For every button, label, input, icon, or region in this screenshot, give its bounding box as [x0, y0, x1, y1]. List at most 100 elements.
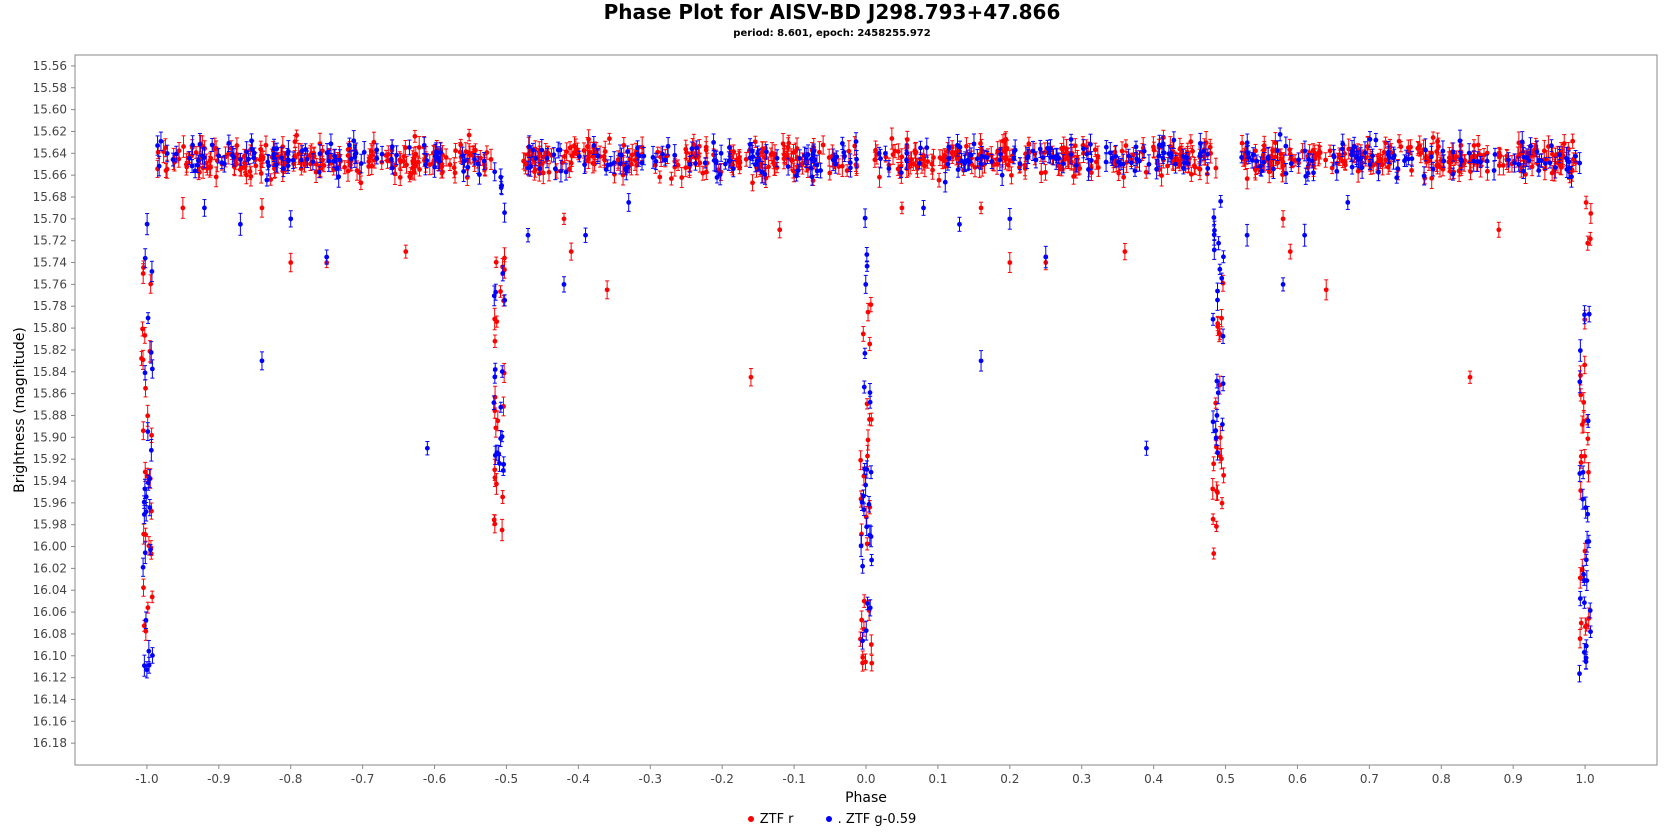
- ztf-r-point: [1417, 135, 1423, 157]
- ztf-r-point: [1005, 158, 1011, 172]
- ztf-r-point: [1429, 167, 1435, 189]
- ztf-r-point: [248, 166, 254, 187]
- ztf-r-point: [451, 157, 457, 179]
- y-tick-label: 15.86: [33, 387, 67, 401]
- x-axis-title: Phase: [845, 790, 887, 806]
- ztf-r-point: [176, 150, 182, 168]
- y-tick-label: 15.90: [33, 430, 67, 444]
- y-tick-label: 16.16: [33, 714, 67, 728]
- ztf-r-point: [1437, 156, 1443, 178]
- ztf-r-point: [1096, 158, 1101, 177]
- y-axis-title: Brightness (magnitude): [12, 327, 28, 493]
- ztf-r-point: [936, 172, 942, 188]
- x-tick-label: -0.6: [423, 772, 446, 786]
- y-tick-label: 16.02: [33, 561, 67, 575]
- x-tick-label: 0.9: [1504, 772, 1523, 786]
- ztf-r-point: [181, 135, 186, 158]
- ztf-r-point: [942, 152, 948, 169]
- ztf-r-point: [889, 127, 895, 150]
- ztf-r-point: [1496, 146, 1502, 159]
- ztf-r-point: [1383, 136, 1389, 149]
- ztf-r-point: [937, 149, 943, 167]
- ztf-r-point: [772, 144, 778, 164]
- ztf-r-point: [1038, 162, 1044, 183]
- ztf-r-point: [398, 152, 403, 171]
- ztf-r-point: [1316, 145, 1322, 158]
- ztf-r-point: [781, 146, 787, 163]
- ztf-r-point: [321, 158, 327, 173]
- y-tick-label: 15.56: [33, 59, 67, 73]
- ztf-r-point: [457, 142, 463, 163]
- ztf-r-point: [1239, 134, 1245, 152]
- ztf-r-point: [417, 162, 422, 177]
- ztf-r-point: [447, 158, 453, 171]
- ztf-r-point: [820, 135, 826, 155]
- x-tick-label: 0.2: [1000, 772, 1019, 786]
- ztf-r-point: [1454, 150, 1459, 164]
- y-tick-label: 15.80: [33, 321, 67, 335]
- y-tick-label: 15.92: [33, 452, 67, 466]
- ztf-r-point: [1365, 135, 1371, 158]
- y-tick-label: 15.84: [33, 365, 67, 379]
- ztf-r-point: [1529, 157, 1535, 177]
- ztf-r-point: [675, 159, 681, 171]
- legend-label-ztf-r: ZTF r: [760, 812, 794, 827]
- x-tick-label: 0.0: [856, 772, 875, 786]
- legend-item-ztf-g: . ZTF g-0.59: [825, 812, 917, 827]
- x-tick-label: -1.0: [135, 772, 158, 786]
- ztf-r-point: [1190, 145, 1195, 158]
- ztf-r-point: [766, 156, 771, 178]
- y-tick-label: 15.72: [33, 234, 67, 248]
- ztf-r-point: [1203, 131, 1209, 154]
- x-tick-label: -0.2: [710, 772, 733, 786]
- ztf-r-point: [268, 173, 274, 186]
- x-tick-label: -0.5: [495, 772, 518, 786]
- ztf-r-point: [791, 159, 797, 183]
- ztf-r-point: [793, 142, 798, 161]
- y-tick-label: 15.70: [33, 212, 67, 226]
- ztf-r-point: [621, 137, 627, 154]
- y-tick-label: 15.64: [33, 146, 67, 160]
- ztf-r-point: [410, 153, 416, 174]
- y-tick-label: 15.58: [33, 81, 67, 95]
- x-tick-label: 0.4: [1144, 772, 1163, 786]
- x-tick-label: 0.8: [1432, 772, 1451, 786]
- ztf-r-point: [488, 148, 494, 170]
- ztf-r-point: [412, 129, 418, 143]
- y-tick-label: 16.14: [33, 692, 67, 706]
- y-axis: 15.56 15.58 15.60 15.62 15.64 15.66 15.68 15.70…: [33, 59, 75, 750]
- ztf-r-point: [1380, 154, 1385, 176]
- legend-label-ztf-g: . ZTF g-0.59: [838, 812, 917, 827]
- ztf-r-point: [1340, 154, 1346, 169]
- y-tick-label: 15.76: [33, 277, 67, 291]
- ztf-r-point: [1159, 164, 1164, 187]
- ztf-r-point: [234, 137, 240, 154]
- ztf-r-point: [668, 171, 674, 186]
- ztf-r-point: [657, 170, 663, 184]
- y-tick-label: 15.74: [33, 256, 67, 270]
- legend-item-ztf-r: ZTF r: [747, 812, 794, 827]
- ztf-r-point: [296, 142, 302, 165]
- ztf-r-point: [1278, 148, 1284, 170]
- ztf-r-point: [366, 156, 372, 176]
- ztf-r-point: [258, 140, 264, 159]
- y-tick-label: 16.12: [33, 671, 67, 685]
- ztf-r-point: [877, 166, 882, 188]
- ztf-r-point: [280, 136, 286, 158]
- ztf-r-point: [786, 134, 792, 152]
- y-tick-label: 16.08: [33, 627, 67, 641]
- ztf-r-point: [750, 174, 755, 192]
- y-tick-label: 16.18: [33, 736, 67, 750]
- data-points: [139, 127, 1594, 683]
- ztf-r-point: [1398, 141, 1404, 153]
- ztf-r-point: [404, 155, 409, 174]
- ztf-r-point: [1434, 141, 1440, 162]
- y-tick-label: 15.78: [33, 299, 67, 313]
- ztf-r-point: [679, 167, 685, 189]
- ztf-r-point: [213, 166, 219, 188]
- ztf-r-point: [1123, 139, 1129, 152]
- y-tick-label: 15.94: [33, 474, 67, 488]
- y-tick-label: 15.96: [33, 496, 67, 510]
- ztf-r-point: [590, 153, 596, 174]
- ztf-r-point: [1080, 136, 1086, 155]
